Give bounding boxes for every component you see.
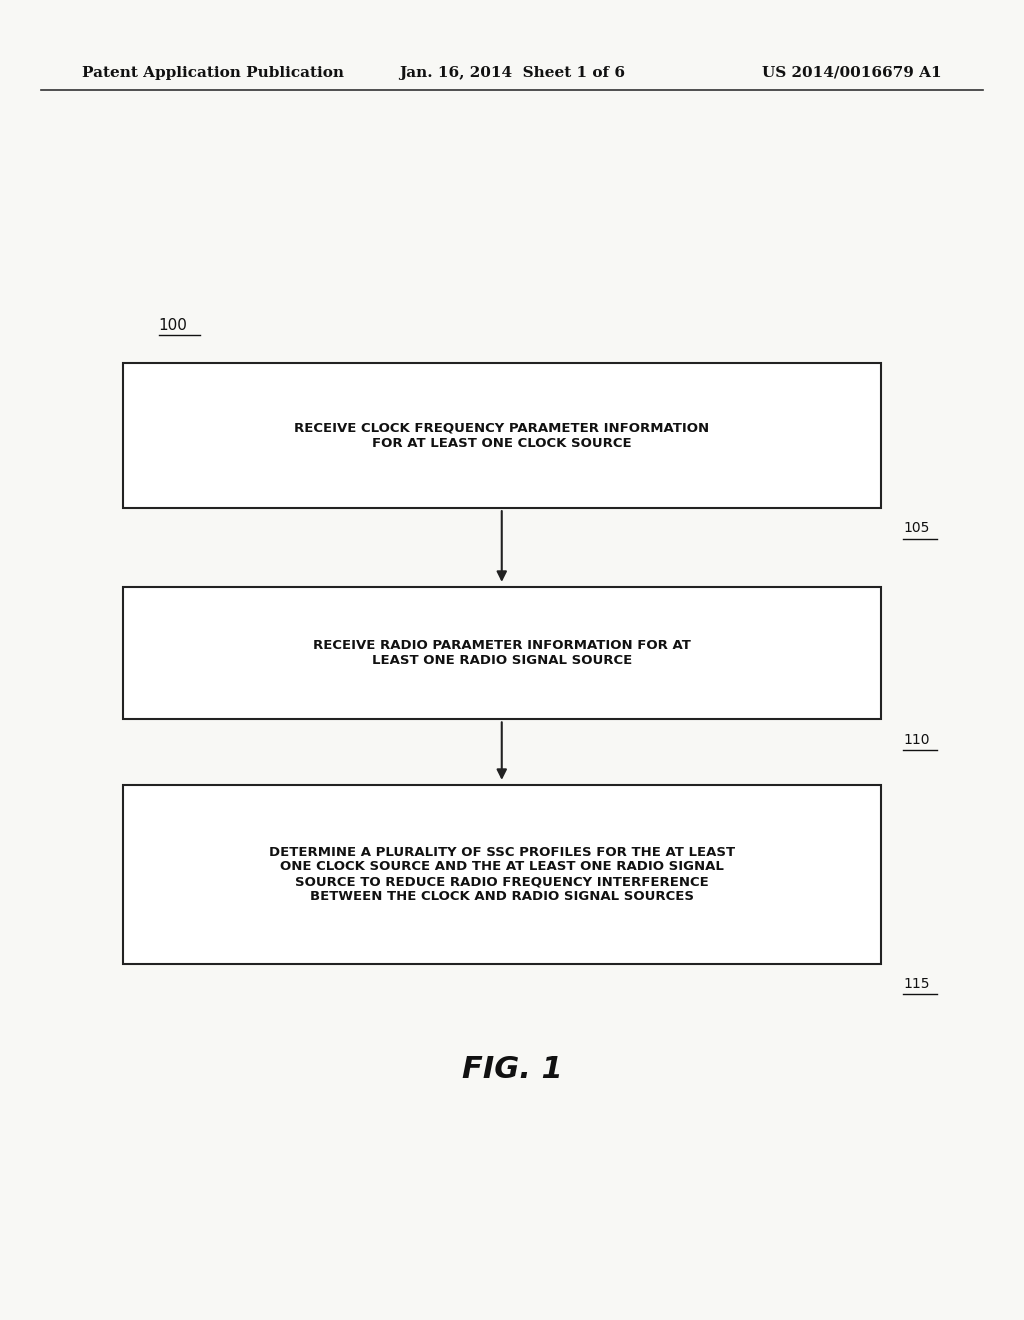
FancyBboxPatch shape	[123, 785, 881, 964]
FancyBboxPatch shape	[123, 587, 881, 719]
Text: Patent Application Publication: Patent Application Publication	[82, 66, 344, 79]
Text: 105: 105	[903, 521, 930, 536]
Text: FIG. 1: FIG. 1	[462, 1055, 562, 1084]
Text: 100: 100	[159, 318, 187, 333]
FancyBboxPatch shape	[123, 363, 881, 508]
Text: 110: 110	[903, 733, 930, 747]
Text: Jan. 16, 2014  Sheet 1 of 6: Jan. 16, 2014 Sheet 1 of 6	[399, 66, 625, 79]
Text: DETERMINE A PLURALITY OF SSC PROFILES FOR THE AT LEAST
ONE CLOCK SOURCE AND THE : DETERMINE A PLURALITY OF SSC PROFILES FO…	[268, 846, 735, 903]
Text: RECEIVE RADIO PARAMETER INFORMATION FOR AT
LEAST ONE RADIO SIGNAL SOURCE: RECEIVE RADIO PARAMETER INFORMATION FOR …	[312, 639, 691, 668]
Text: 115: 115	[903, 977, 930, 991]
Text: US 2014/0016679 A1: US 2014/0016679 A1	[763, 66, 942, 79]
Text: RECEIVE CLOCK FREQUENCY PARAMETER INFORMATION
FOR AT LEAST ONE CLOCK SOURCE: RECEIVE CLOCK FREQUENCY PARAMETER INFORM…	[294, 421, 710, 450]
